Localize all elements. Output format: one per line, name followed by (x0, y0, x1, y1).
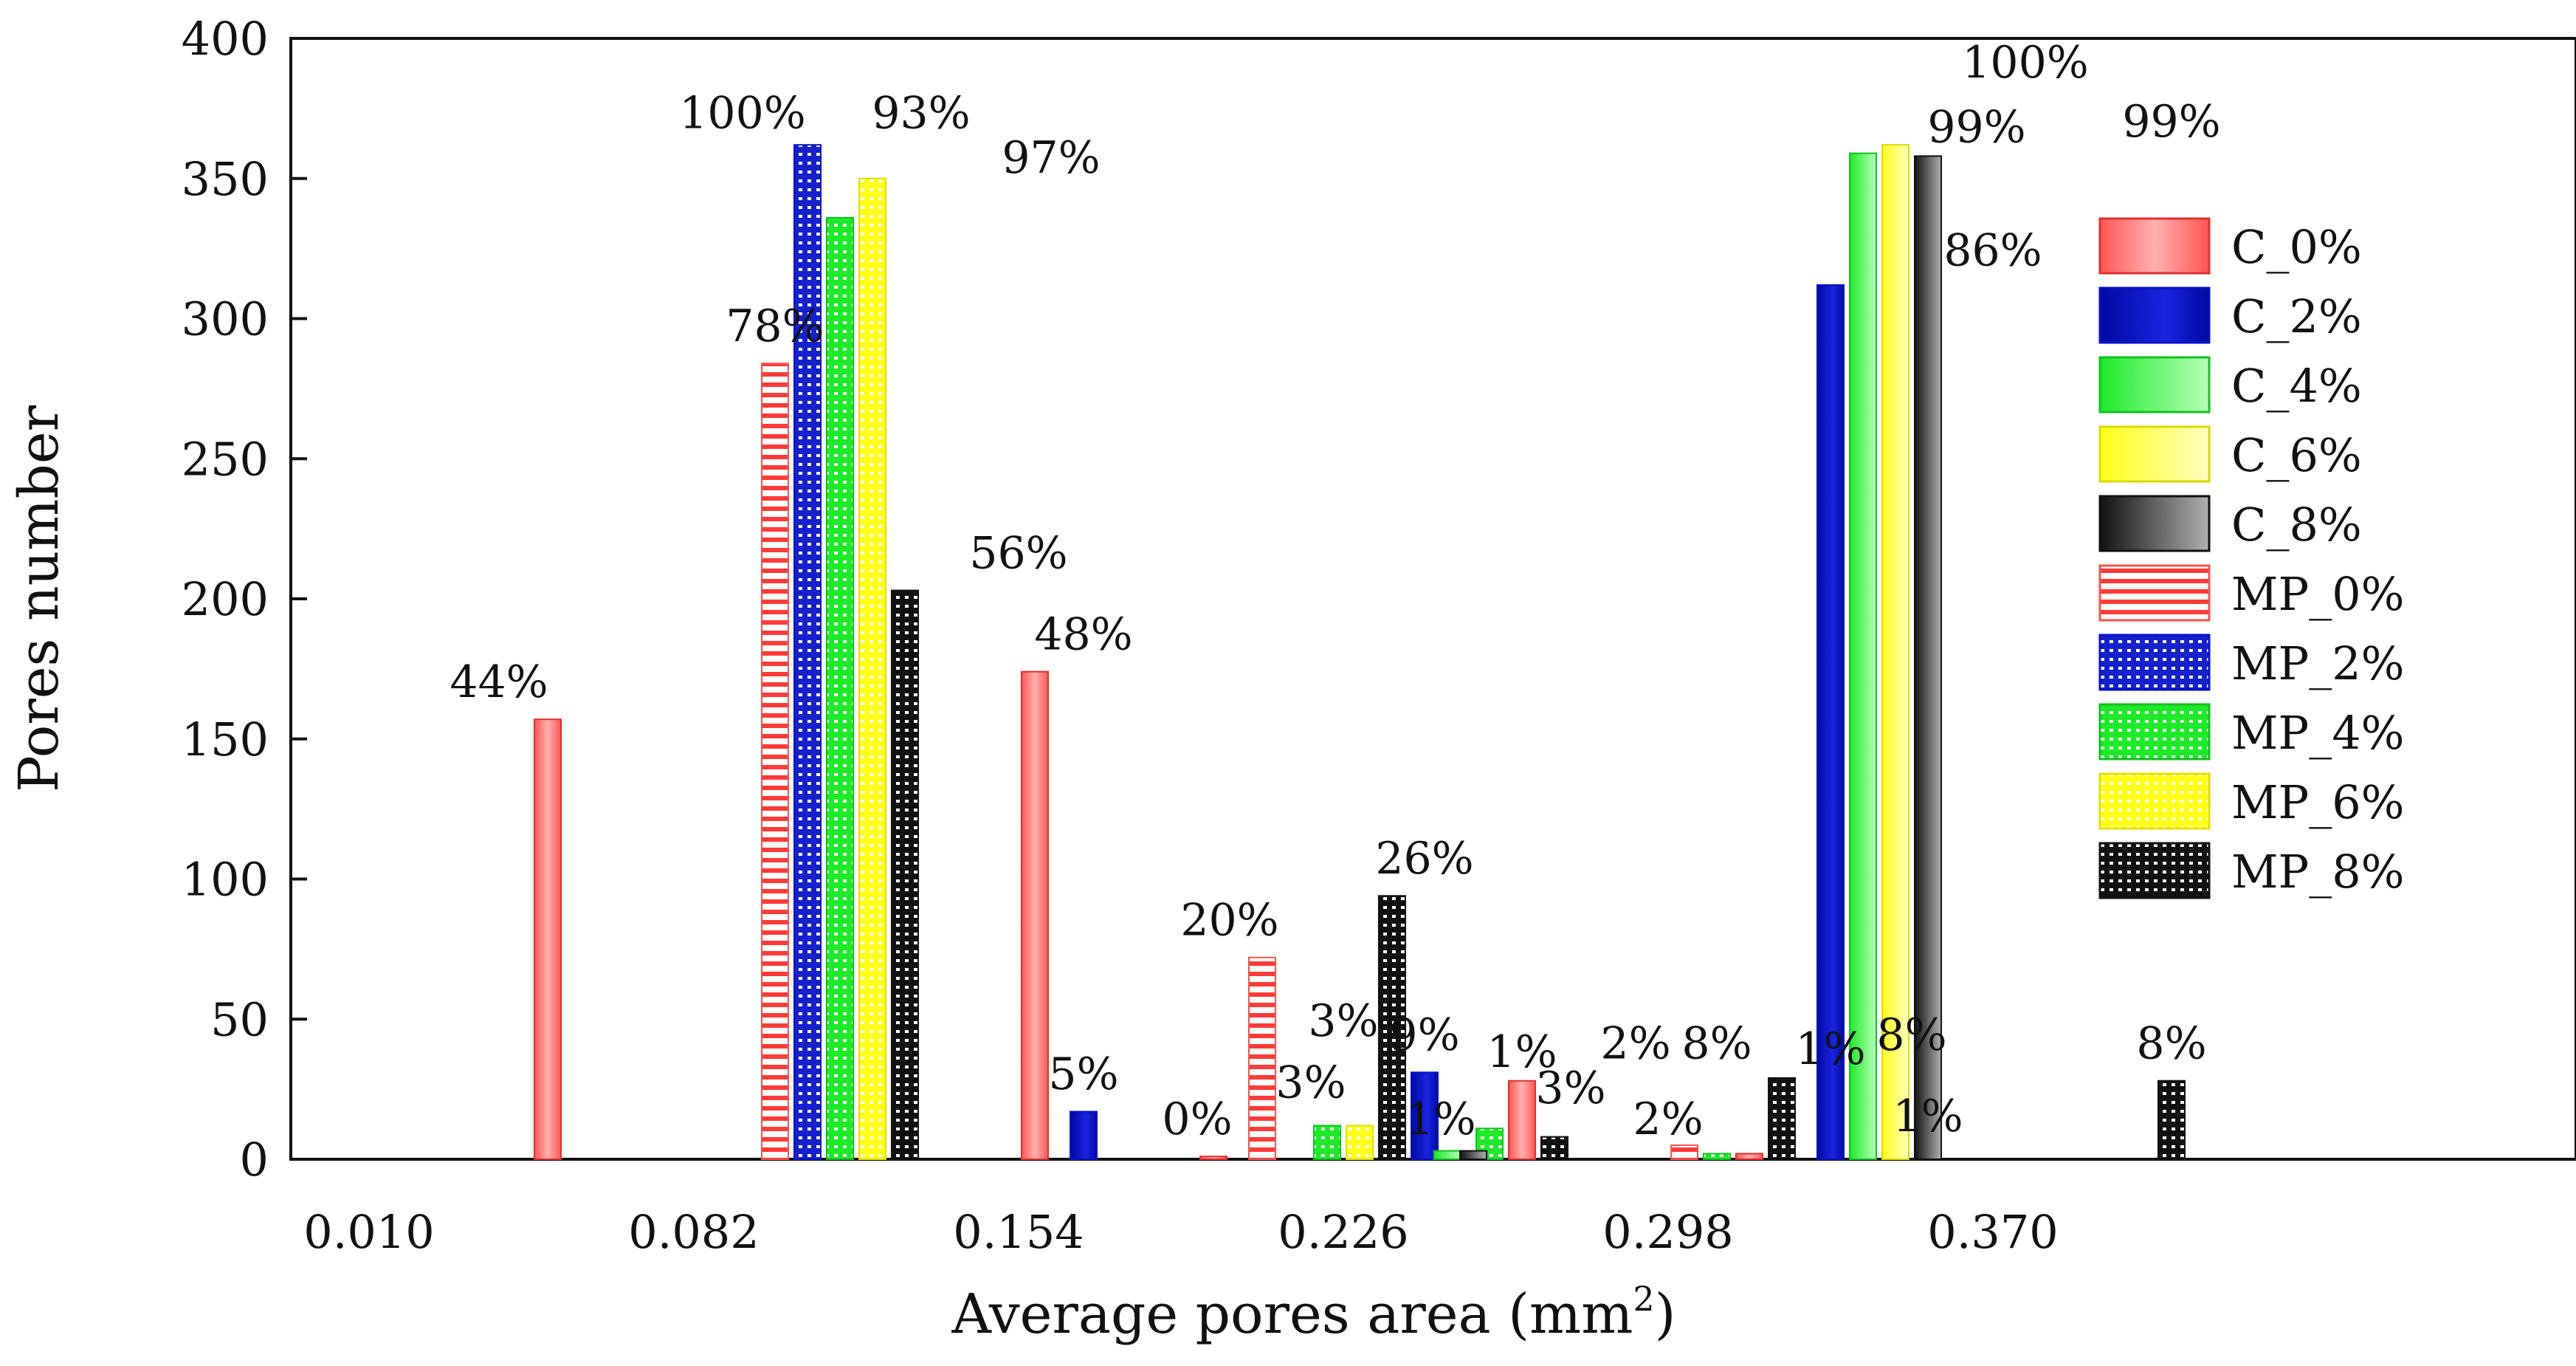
bar-c_0pct (1735, 1153, 1763, 1161)
data-label: 8% (2136, 1017, 2206, 1069)
legend-label: MP_6% (2231, 775, 2405, 829)
data-label: 26% (1375, 833, 1473, 885)
bar-mp_8pct (1540, 1136, 1568, 1161)
bar-mp_8pct (2157, 1080, 2186, 1160)
legend-swatch-c_0pct (2098, 217, 2211, 275)
x-tick-label: 0.154 (953, 1205, 1084, 1259)
data-label: 93% (872, 87, 970, 139)
bar-mp_8pct (1768, 1077, 1796, 1160)
data-label: 8% (1681, 1017, 1752, 1069)
data-label: 1% (1405, 1094, 1475, 1145)
data-label: 97% (1002, 132, 1100, 184)
x-tick-label: 0.082 (628, 1205, 760, 1259)
data-label: 0% (1162, 1094, 1232, 1145)
data-label: 3% (1308, 995, 1378, 1047)
bar-mp_6pct (858, 177, 886, 1160)
y-tick-label: 200 (182, 572, 269, 626)
data-label: 1% (1893, 1091, 1963, 1142)
legend-label: MP_4% (2231, 706, 2405, 760)
bar-c_8pct (1459, 1150, 1487, 1160)
data-label: 99% (1927, 101, 2025, 153)
legend-swatch-c_2pct (2098, 286, 2211, 344)
data-label: 1% (1795, 1023, 1865, 1075)
x-tick-label: 0.298 (1602, 1205, 1734, 1259)
x-tick-label: 0.226 (1278, 1205, 1409, 1259)
bar-c_0pct (534, 718, 562, 1160)
data-labels-layer: 44%100% 93%97%78%56%48%26%20%3%5%0%3%9% 1%… (450, 37, 2220, 1145)
bar-c_0pct (1199, 1156, 1227, 1160)
legend-label: MP_8% (2231, 845, 2405, 899)
data-label: 86% (1943, 224, 2042, 276)
data-label: 2% (1600, 1017, 1670, 1069)
data-label: 1% (1487, 1026, 1557, 1078)
data-label: 2% (1633, 1094, 1703, 1145)
legend-swatch-c_8pct (2098, 495, 2211, 552)
legend-label: C_4% (2231, 359, 2362, 413)
bar-c_2pct (1411, 1071, 1439, 1160)
bar-c_4pct (1849, 152, 1877, 1161)
data-label: 9% (1389, 1009, 1459, 1061)
bar-c_6pct (1881, 144, 1909, 1161)
data-label: 3% (1275, 1057, 1346, 1109)
y-tick-label: 400 (182, 12, 269, 66)
data-label: 48% (1034, 608, 1132, 660)
bar-c_2pct (1816, 284, 1845, 1161)
data-label: 56% (969, 527, 1067, 579)
bar-c_0pct (1508, 1080, 1536, 1160)
y-tick-label: 150 (182, 713, 269, 766)
bar-mp_0pct (1670, 1144, 1698, 1161)
x-axis-title-superscript: 2 (1633, 1279, 1654, 1319)
data-label: 78% (726, 301, 824, 352)
bar-c_4pct (1433, 1150, 1461, 1160)
bar-mp_4pct (1703, 1153, 1731, 1161)
bar-mp_0pct (1248, 956, 1276, 1160)
data-label: 3% (1535, 1063, 1605, 1114)
data-label: 44% (450, 656, 548, 708)
bar-mp_8pct (1378, 895, 1406, 1161)
y-axis: 0 50 100 150 200 250 300 350 400 (182, 12, 307, 1187)
data-label: 20% (1180, 894, 1278, 946)
legend-swatch-mp_4pct (2098, 703, 2211, 761)
bar-mp_4pct (1313, 1125, 1341, 1160)
y-tick-label: 350 (182, 152, 269, 206)
legend: C_0% C_2% C_4% C_6% C_8% MP_0% MP_2% MP_4% MP_6%… (2098, 217, 2405, 899)
bar-mp_0pct (761, 363, 789, 1161)
bar-c_2pct (1070, 1111, 1098, 1160)
bars-layer (534, 144, 2186, 1161)
legend-label: C_8% (2231, 498, 2362, 552)
data-label: 100% (1962, 37, 2089, 89)
legend-label: MP_2% (2231, 636, 2405, 690)
y-tick-label: 250 (182, 432, 269, 486)
x-tick-label: 0.010 (303, 1205, 435, 1259)
data-label: 100% (679, 87, 806, 139)
data-label: 99% (2122, 96, 2220, 148)
y-tick-label: 300 (182, 292, 269, 346)
bar-c_8pct (1914, 155, 1942, 1160)
x-axis: 0.010 0.082 0.154 0.226 0.298 0.370 (303, 1205, 2059, 1259)
legend-swatch-mp_8pct (2098, 842, 2211, 899)
legend-label: C_2% (2231, 289, 2362, 343)
data-label: 8% (1876, 1009, 1946, 1061)
bar-c_0pct (1021, 670, 1049, 1160)
legend-label: MP_0% (2231, 567, 2405, 621)
bar-mp_2pct (793, 144, 822, 1161)
bar-mp_8pct (891, 589, 919, 1160)
legend-swatch-mp_6pct (2098, 772, 2211, 830)
bar-mp_6pct (1346, 1125, 1374, 1160)
legend-label: C_0% (2231, 220, 2362, 274)
legend-swatch-c_4pct (2098, 356, 2211, 413)
bar-mp_4pct (826, 216, 854, 1160)
legend-swatch-c_6pct (2098, 425, 2211, 483)
y-tick-label: 100 (182, 853, 269, 907)
x-axis-title: Average pores area (mm2) (951, 1279, 1676, 1346)
y-tick-label: 50 (210, 992, 269, 1046)
y-tick-label: 0 (240, 1133, 269, 1187)
legend-swatch-mp_2pct (2098, 634, 2211, 691)
y-axis-title: Pores number (7, 405, 71, 792)
legend-swatch-mp_0pct (2098, 564, 2211, 622)
data-label: 5% (1048, 1048, 1118, 1100)
legend-label: C_6% (2231, 428, 2362, 482)
x-tick-label: 0.370 (1927, 1205, 2059, 1259)
